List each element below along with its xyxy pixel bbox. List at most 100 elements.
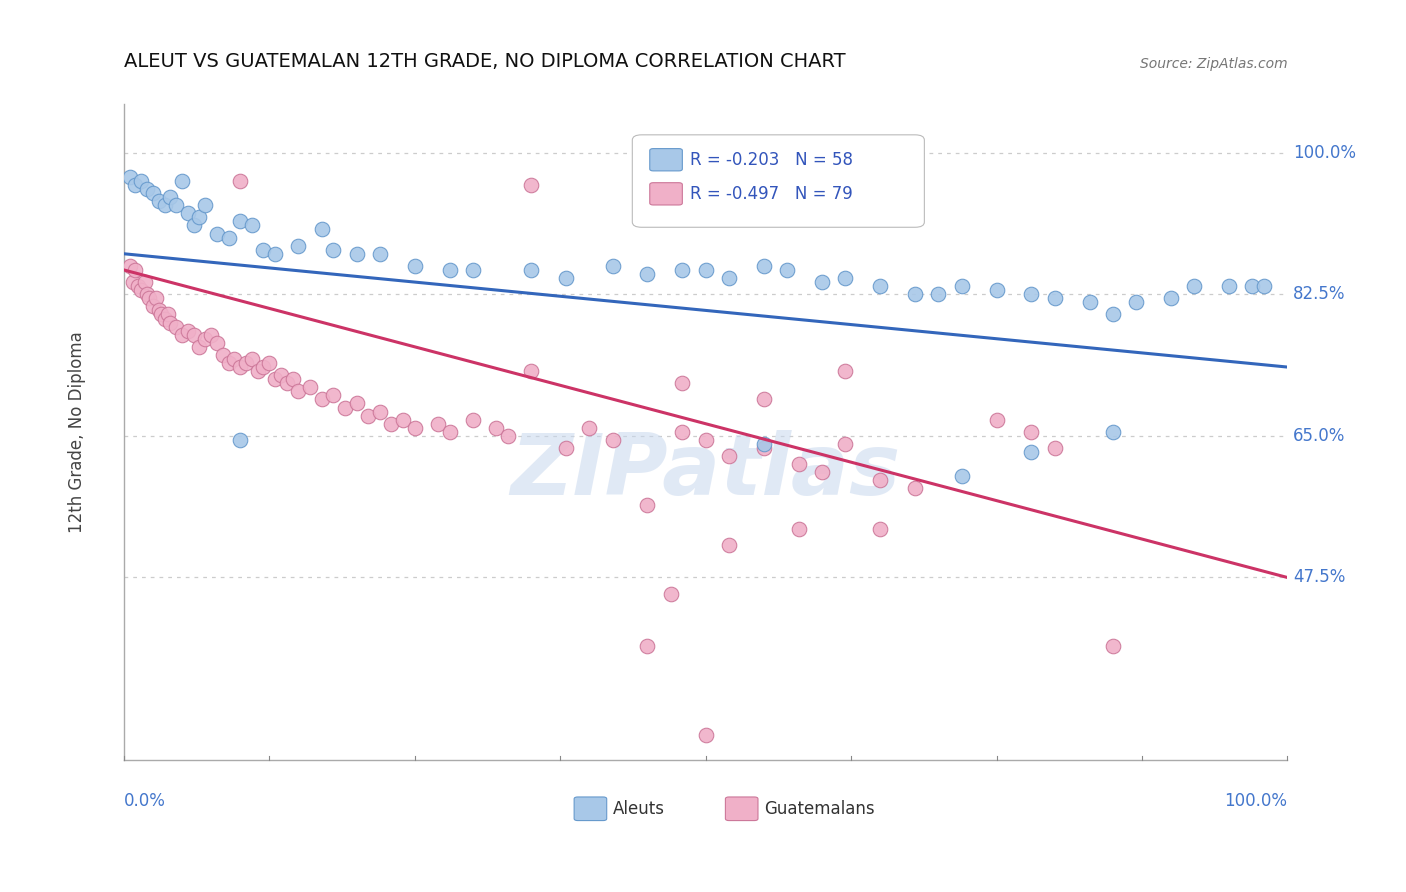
Point	[427, 417, 450, 431]
Point	[811, 275, 834, 289]
Point	[1125, 295, 1147, 310]
Text: R = -0.203   N = 58: R = -0.203 N = 58	[690, 151, 853, 169]
Point	[404, 259, 426, 273]
Point	[1241, 279, 1264, 293]
Point	[717, 538, 740, 552]
Point	[578, 421, 600, 435]
FancyBboxPatch shape	[725, 797, 758, 821]
Point	[439, 425, 461, 439]
Point	[264, 246, 287, 260]
Point	[276, 376, 298, 391]
Point	[298, 380, 321, 394]
Point	[153, 311, 176, 326]
Point	[252, 243, 274, 257]
Point	[177, 206, 200, 220]
Point	[1253, 279, 1275, 293]
Point	[252, 360, 274, 375]
Point	[148, 194, 170, 208]
Point	[671, 425, 693, 439]
Text: R = -0.497   N = 79: R = -0.497 N = 79	[690, 185, 853, 202]
Point	[439, 263, 461, 277]
Point	[1160, 291, 1182, 305]
Point	[461, 412, 484, 426]
Point	[129, 283, 152, 297]
Text: 82.5%: 82.5%	[1294, 285, 1346, 303]
Point	[124, 178, 146, 192]
Point	[811, 465, 834, 479]
Point	[368, 246, 391, 260]
Point	[950, 469, 973, 483]
Point	[695, 433, 717, 447]
Point	[205, 227, 228, 241]
Point	[1043, 291, 1066, 305]
Point	[322, 388, 344, 402]
Point	[153, 198, 176, 212]
Point	[122, 275, 145, 289]
Point	[134, 275, 156, 289]
Point	[211, 348, 233, 362]
Point	[787, 457, 810, 471]
Point	[869, 279, 891, 293]
Point	[671, 263, 693, 277]
Point	[752, 437, 775, 451]
Point	[229, 360, 252, 375]
Point	[150, 308, 173, 322]
Point	[142, 299, 165, 313]
Point	[671, 376, 693, 391]
Point	[555, 271, 578, 285]
Text: 47.5%: 47.5%	[1294, 568, 1346, 587]
Point	[142, 186, 165, 200]
Point	[183, 219, 205, 233]
Point	[259, 356, 281, 370]
Point	[461, 263, 484, 277]
Point	[659, 587, 682, 601]
Point	[136, 182, 159, 196]
Point	[287, 384, 309, 399]
Point	[695, 174, 717, 188]
Point	[200, 327, 222, 342]
Point	[183, 327, 205, 342]
Text: 65.0%: 65.0%	[1294, 427, 1346, 445]
Point	[281, 372, 304, 386]
Point	[636, 498, 658, 512]
Point	[311, 222, 333, 236]
Point	[927, 287, 949, 301]
Point	[136, 287, 159, 301]
Point	[787, 522, 810, 536]
Point	[188, 340, 211, 354]
Point	[1021, 425, 1043, 439]
Point	[118, 259, 141, 273]
Point	[752, 441, 775, 455]
Point	[717, 271, 740, 285]
Point	[145, 291, 167, 305]
Point	[1043, 441, 1066, 455]
Point	[229, 174, 252, 188]
Point	[118, 169, 141, 184]
Point	[392, 412, 415, 426]
FancyBboxPatch shape	[633, 135, 924, 227]
Point	[695, 728, 717, 742]
Point	[194, 332, 217, 346]
Text: ZIPatlas: ZIPatlas	[510, 430, 901, 513]
Point	[357, 409, 380, 423]
Point	[165, 319, 187, 334]
Point	[346, 246, 368, 260]
Text: Guatemalans: Guatemalans	[763, 800, 875, 818]
Point	[904, 482, 927, 496]
Point	[240, 219, 263, 233]
FancyBboxPatch shape	[650, 183, 682, 205]
Point	[986, 412, 1008, 426]
Point	[695, 263, 717, 277]
Point	[1102, 308, 1125, 322]
Point	[235, 356, 257, 370]
Point	[555, 441, 578, 455]
Point	[229, 214, 252, 228]
Point	[1218, 279, 1240, 293]
Point	[124, 263, 146, 277]
Point	[717, 449, 740, 463]
Point	[834, 364, 856, 378]
Point	[333, 401, 356, 415]
Point	[240, 351, 263, 366]
Point	[188, 211, 211, 225]
Point	[869, 474, 891, 488]
